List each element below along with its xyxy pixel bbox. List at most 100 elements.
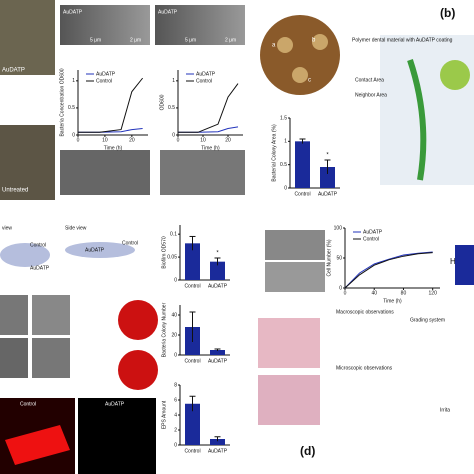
bar: [210, 350, 225, 355]
x-tick-label: 20: [225, 137, 231, 143]
confocal-image: [78, 398, 156, 474]
x-tick-label: 10: [102, 137, 108, 143]
y-axis-label: Cell Number (%): [326, 239, 332, 276]
series-line: [344, 251, 433, 289]
bar: [210, 439, 225, 445]
y-tick-label: 0: [339, 285, 342, 291]
disc: [0, 243, 50, 267]
x-tick-label: 0: [344, 290, 347, 296]
label: c: [308, 78, 311, 84]
sem-image: [0, 338, 28, 378]
x-tick-label: 120: [429, 290, 438, 296]
label: AuDATP: [105, 401, 125, 407]
y-axis-label: Bacterial Colony Area (%): [271, 124, 277, 182]
label: Microscopic observations: [336, 365, 393, 371]
x-tick-label: 0: [77, 137, 80, 143]
label: AuDATP: [2, 68, 25, 74]
y-tick-label: 1: [72, 78, 75, 84]
series-line: [78, 77, 144, 133]
y-tick-label: 40: [171, 312, 177, 318]
y-tick-label: 1.5: [280, 115, 287, 121]
x-tick-label: Control: [184, 283, 200, 289]
schematic: [380, 35, 474, 185]
y-tick-label: 0.05: [167, 254, 177, 260]
x-axis-label: Time (h): [201, 145, 220, 151]
x-axis-label: Time (h): [104, 145, 123, 151]
sem-image: [32, 338, 70, 378]
sem-image: [0, 295, 28, 335]
agar-plate: [118, 300, 158, 340]
tissue-image: [258, 318, 320, 368]
y-axis-label: Bacteria Concentration OD600: [59, 68, 65, 136]
label: view: [2, 225, 12, 231]
y-tick-label: 0: [174, 352, 177, 358]
legend-label: Control: [196, 78, 212, 84]
y-tick-label: 0: [72, 132, 75, 138]
label: Irrita: [440, 407, 450, 413]
y-tick-label: 0.1: [170, 231, 177, 237]
coating: [407, 59, 427, 181]
x-tick-label: Control: [294, 191, 310, 197]
biofilm: [5, 425, 70, 465]
bar: [295, 141, 310, 188]
micro-image: [265, 262, 325, 292]
x-tick-label: 40: [371, 290, 377, 296]
y-tick-label: 20: [171, 332, 177, 338]
series-line: [178, 83, 239, 133]
x-tick-label: 0: [177, 137, 180, 143]
dental-photo: [0, 0, 55, 75]
legend-label: AuDATP: [363, 229, 383, 235]
label: Control: [20, 401, 36, 407]
y-tick-label: 0: [174, 277, 177, 283]
y-tick-label: 8: [174, 382, 177, 388]
label: AuDATP: [30, 265, 50, 271]
y-tick-label: 1: [172, 78, 175, 84]
x-tick-label: Control: [184, 358, 200, 364]
y-tick-label: 0: [174, 442, 177, 448]
bar: [185, 243, 200, 280]
x-tick-label: AuDATP: [208, 448, 228, 454]
y-tick-label: 1: [284, 139, 287, 145]
scale: 5 μm: [90, 37, 101, 43]
agar-plate: [118, 350, 158, 390]
label: AuDATP: [63, 9, 83, 15]
bar: [210, 261, 225, 280]
legend-label: Control: [363, 236, 379, 242]
panel-label: (d): [300, 444, 315, 458]
label: Contact Area: [355, 77, 384, 83]
scale: 5 μm: [185, 37, 196, 43]
legend-label: AuDATP: [196, 71, 216, 77]
sem-image: [32, 295, 70, 335]
label: Control: [122, 240, 138, 246]
x-axis-label: Time (h): [383, 298, 402, 304]
dental-photo: [0, 125, 55, 200]
micro-image: [265, 230, 325, 260]
bar-partial: [455, 245, 474, 285]
bar: [320, 167, 335, 188]
label: Neighbor Area: [355, 92, 387, 98]
label: AuDATP: [85, 247, 105, 253]
x-tick-label: AuDATP: [318, 191, 338, 197]
y-tick-label: 0.5: [168, 105, 175, 111]
series-line: [178, 126, 239, 133]
sample: [292, 67, 308, 83]
y-tick-label: 6: [174, 397, 177, 403]
series-line: [344, 252, 433, 289]
sem-image: [60, 5, 150, 45]
label: Control: [30, 242, 46, 248]
sem-image: [155, 5, 245, 45]
y-tick-label: 50: [336, 255, 342, 261]
label: a: [272, 43, 276, 49]
y-tick-label: 0: [172, 132, 175, 138]
label: Polymer dental material with AuDATP coat…: [352, 37, 453, 43]
y-axis-label: Biofilm OD570: [161, 236, 167, 268]
sem-image: [60, 150, 150, 195]
x-tick-label: AuDATP: [208, 358, 228, 364]
label: Side view: [65, 225, 87, 231]
y-tick-label: 2: [174, 427, 177, 433]
x-tick-label: 80: [401, 290, 407, 296]
x-tick-label: 10: [200, 137, 206, 143]
scale: 2 μm: [225, 37, 236, 43]
